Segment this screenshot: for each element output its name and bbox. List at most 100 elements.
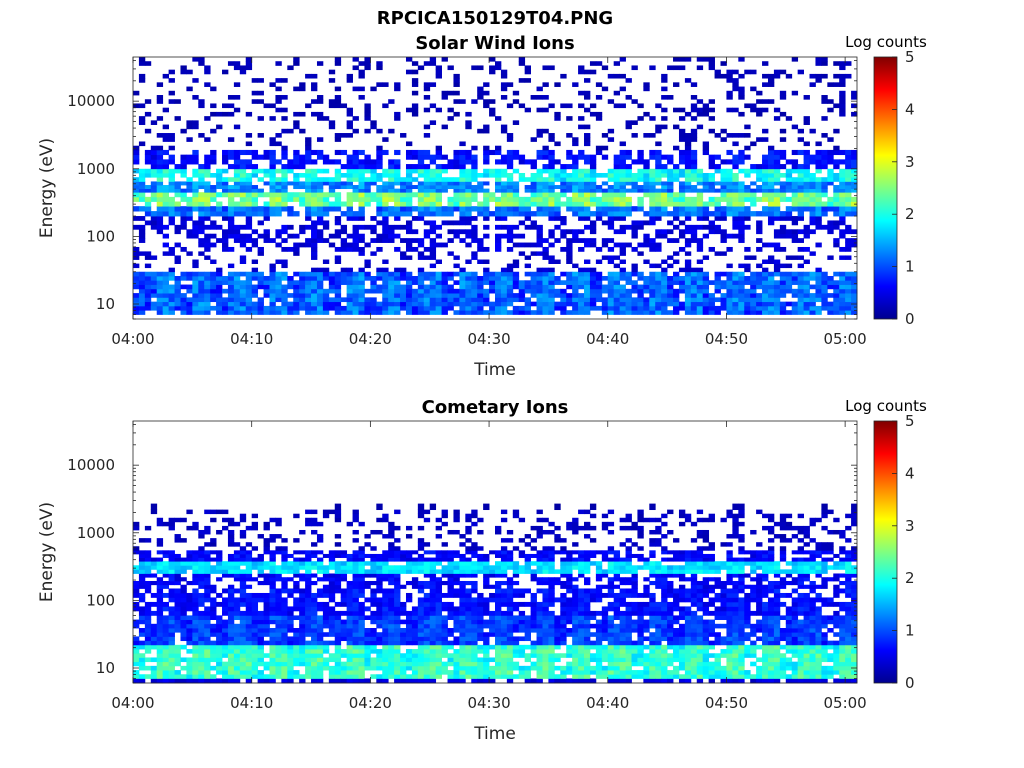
heatmap-cell [334, 201, 342, 207]
heatmap-cell [785, 206, 793, 212]
heatmap-cell [584, 216, 591, 221]
heatmap-cell [845, 297, 852, 303]
heatmap-cell [394, 82, 401, 87]
heatmap-cell [245, 628, 253, 633]
heatmap-cell [477, 201, 484, 207]
heatmap-cell [702, 233, 710, 239]
heatmap-cell [382, 297, 389, 303]
heatmap-cell [334, 619, 342, 625]
heatmap-cell [376, 284, 383, 290]
heatmap-cell [637, 116, 644, 121]
heatmap-cell [275, 623, 282, 629]
heatmap-cell [293, 636, 300, 642]
heatmap-cell [376, 619, 383, 625]
heatmap-cell [275, 196, 282, 202]
heatmap-cell [773, 69, 781, 75]
heatmap-cell [619, 164, 626, 170]
heatmap-cell [352, 159, 359, 165]
heatmap-cell [358, 670, 365, 675]
heatmap-cell [673, 65, 680, 71]
heatmap-cell [471, 293, 478, 298]
heatmap-cell [162, 149, 169, 156]
heatmap-cell [726, 263, 733, 269]
heatmap-cell [162, 636, 169, 642]
heatmap-cell [584, 242, 591, 248]
heatmap-cell [180, 569, 187, 574]
heatmap-cell [316, 661, 324, 667]
heatmap-cell [542, 95, 549, 100]
heatmap-cell [382, 149, 389, 156]
heatmap-cell [607, 301, 615, 307]
heatmap-cell [851, 229, 858, 235]
heatmap-cell [459, 206, 466, 212]
heatmap-cell [441, 57, 448, 62]
heatmap-cell [311, 73, 318, 79]
heatmap-cell [714, 297, 721, 303]
heatmap-cell [305, 606, 312, 612]
heatmap-cell [619, 86, 626, 92]
heatmap-cell [821, 177, 828, 182]
heatmap-cell [198, 619, 205, 625]
heatmap-cell [483, 196, 490, 202]
heatmap-cell [530, 251, 537, 256]
heatmap-cell [429, 251, 437, 256]
heatmap-cell [144, 584, 152, 589]
heatmap-cell [643, 172, 650, 178]
heatmap-cell [797, 196, 804, 202]
heatmap-cell [156, 588, 164, 594]
heatmap-cell [661, 288, 668, 294]
heatmap-cell [548, 149, 555, 156]
heatmap-cell [483, 124, 490, 130]
heatmap-cell [477, 206, 484, 212]
heatmap-cell [316, 557, 324, 562]
heatmap-cell [245, 557, 253, 562]
heatmap-cell [305, 185, 312, 190]
heatmap-cell [269, 293, 276, 298]
heatmap-cell [227, 588, 235, 594]
heatmap-cell [690, 297, 698, 303]
heatmap-cell [281, 188, 288, 193]
heatmap-cell [328, 606, 336, 612]
heatmap-cell [287, 284, 294, 290]
heatmap-cell [340, 601, 348, 607]
heatmap-cell [584, 310, 591, 315]
heatmap-cell [483, 233, 490, 239]
heatmap-cell [245, 177, 253, 182]
heatmap-cell [667, 263, 674, 269]
heatmap-cell [643, 177, 650, 182]
heatmap-cell [328, 615, 336, 620]
heatmap-cell [133, 310, 140, 315]
heatmap-cell [346, 584, 353, 589]
heatmap-cell [744, 263, 751, 269]
heatmap-cell [560, 233, 567, 239]
heatmap-cell [851, 149, 858, 156]
heatmap-cell [192, 271, 199, 277]
heatmap-cell [133, 224, 140, 230]
heatmap-cell [358, 606, 365, 612]
heatmap-cell [714, 251, 721, 256]
heatmap-cell [358, 584, 365, 589]
heatmap-cell [133, 216, 140, 221]
heatmap-cell [144, 61, 152, 66]
heatmap-cell [423, 220, 431, 226]
heatmap-cell [744, 206, 751, 212]
heatmap-cell [144, 557, 152, 562]
heatmap-cell [376, 288, 383, 294]
heatmap-cell [251, 674, 259, 679]
heatmap-cell [364, 305, 371, 311]
heatmap-cell [726, 185, 733, 190]
heatmap-cell [269, 678, 276, 684]
heatmap-cell [506, 82, 514, 87]
heatmap-cell [738, 297, 745, 303]
heatmap-cell [222, 154, 229, 160]
heatmap-cell [376, 653, 383, 658]
heatmap-cell [655, 280, 662, 285]
heatmap-cell [144, 168, 152, 174]
heatmap-cell [204, 561, 211, 566]
heatmap-cell [168, 678, 175, 684]
heatmap-cell [162, 657, 169, 663]
heatmap-cell [364, 573, 371, 578]
heatmap-cell [192, 670, 199, 675]
heatmap-cell [411, 229, 419, 235]
heatmap-cell [815, 154, 822, 160]
